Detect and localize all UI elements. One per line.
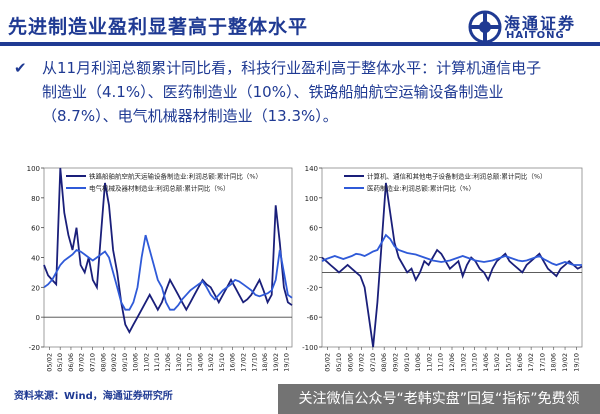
logo-chinese-name: 海通证券 — [504, 14, 577, 33]
x-tick-label: 06/06 — [67, 353, 75, 372]
x-tick-label: 16/06 — [229, 353, 237, 372]
x-tick-label: 11/10 — [437, 353, 445, 372]
x-tick-label: 07/10 — [89, 353, 97, 372]
x-tick-label: 18/06 — [550, 353, 558, 372]
y-tick-label: -60 — [307, 314, 318, 322]
x-tick-label: 13/02 — [459, 353, 467, 372]
y-tick-label: -20 — [29, 344, 40, 352]
x-tick-label: 09/02 — [391, 353, 399, 372]
page-title: 先进制造业盈利显著高于整体水平 — [8, 16, 309, 38]
x-tick-label: 19/10 — [283, 353, 291, 372]
haitong-logo: 海通证券 HAITONG — [468, 8, 593, 46]
x-tick-label: 09/10 — [403, 353, 411, 372]
legend-entry: 铁路船舶航空航天运输设备制造业:利润总额:累计同比（%） — [89, 172, 262, 181]
y-tick-label: 60 — [31, 225, 40, 233]
x-tick-label: 19/02 — [272, 353, 280, 372]
legend-entry: 计算机、通信和其他电子设备制造业:利润总额:累计同比（%） — [367, 172, 547, 181]
plot-frame — [43, 167, 293, 348]
x-tick-label: 05/02 — [324, 353, 332, 372]
x-tick-label: 07/10 — [369, 353, 377, 372]
y-tick-label: -100 — [302, 344, 318, 352]
x-tick-label: 19/10 — [572, 353, 580, 372]
x-tick-label: 13/02 — [175, 353, 183, 372]
y-tick-label: 100 — [305, 195, 318, 203]
x-tick-label: 05/10 — [56, 353, 64, 372]
summary-bullet: ✔ 从11月利润总额累计同比看，科技行业盈利高于整体水平：计算机通信电子 制造业… — [14, 56, 594, 128]
x-tick-label: 10/06 — [414, 353, 422, 372]
x-tick-label: 11/10 — [153, 353, 161, 372]
x-tick-label: 08/06 — [380, 353, 388, 372]
x-tick-label: 07/02 — [78, 353, 86, 372]
x-tick-label: 11/02 — [142, 353, 150, 372]
source-note: 资料来源：Wind，海通证券研究所 — [14, 391, 173, 402]
y-tick-label: 60 — [309, 225, 318, 233]
x-tick-label: 15/10 — [218, 353, 226, 372]
legend-entry: 电气机械及器材制造业:利润总额:累计同比（%） — [89, 184, 230, 193]
x-tick-label: 17/02 — [527, 353, 535, 372]
legend-entry: 医药制造业:利润总额:累计同比（%） — [367, 184, 475, 193]
x-tick-label: 17/02 — [239, 353, 247, 372]
x-tick-label: 09/10 — [121, 353, 129, 372]
x-tick-label: 17/10 — [538, 353, 546, 372]
x-tick-label: 12/06 — [448, 353, 456, 372]
x-tick-label: 12/06 — [164, 353, 172, 372]
y-tick-label: 40 — [31, 255, 40, 263]
checkmark-icon: ✔ — [14, 59, 27, 77]
y-tick-label: 20 — [31, 284, 40, 292]
x-tick-label: 08/06 — [99, 353, 107, 372]
x-tick-label: 15/02 — [493, 353, 501, 372]
summary-line-3: （8.7%）、电气机械器材制造业（13.3%）。 — [42, 107, 338, 125]
series-line-2 — [321, 233, 582, 266]
series-line-1 — [43, 167, 293, 334]
summary-line-2: 制造业（4.1%）、医药制造业（10%）、铁路船舶航空运输设备制造业 — [42, 83, 504, 101]
x-tick-label: 15/10 — [505, 353, 513, 372]
chart-right: -100 -60 -20 20 60 100 140 05/02 05/10 06/06 07/02… — [302, 165, 583, 372]
x-tick-label: 13/10 — [471, 353, 479, 372]
x-tick-label: 06/06 — [346, 353, 354, 372]
logo-english-name: HAITONG — [506, 30, 565, 41]
y-tick-label: 20 — [309, 255, 318, 263]
x-tick-label: 14/06 — [196, 353, 204, 372]
x-tick-label: 10/06 — [132, 353, 140, 372]
x-tick-label: 07/02 — [358, 353, 366, 372]
x-tick-label: 05/10 — [335, 353, 343, 372]
x-tick-label: 16/06 — [516, 353, 524, 372]
x-tick-label: 09/02 — [110, 353, 118, 372]
series-line-2 — [43, 234, 293, 311]
x-tick-label: 11/02 — [425, 353, 433, 372]
wechat-watermark: 关注微信公众号“老韩实盘”回复“指标”免费领 — [278, 384, 600, 414]
x-tick-label: 15/02 — [207, 353, 215, 372]
x-tick-label: 18/06 — [261, 353, 269, 372]
x-tick-label: 19/02 — [561, 353, 569, 372]
y-tick-label: 80 — [31, 195, 40, 203]
x-tick-label: 05/02 — [45, 353, 53, 372]
chart-left: -20 0 20 40 60 80 100 05/02 05/10 06/06 07/02 07/10… — [27, 165, 293, 372]
y-tick-label: 140 — [305, 165, 318, 173]
x-tick-label: 13/10 — [186, 353, 194, 372]
header-rule — [0, 42, 600, 46]
y-tick-label: 100 — [27, 165, 40, 173]
x-tick-label: 14/06 — [482, 353, 490, 372]
summary-line-1: 从11月利润总额累计同比看，科技行业盈利高于整体水平：计算机通信电子 — [42, 59, 542, 77]
haitong-logo-icon — [468, 10, 502, 44]
y-tick-label: -20 — [307, 284, 318, 292]
series-line-1 — [321, 182, 583, 348]
x-tick-label: 17/10 — [250, 353, 258, 372]
y-tick-label: 0 — [36, 314, 40, 322]
